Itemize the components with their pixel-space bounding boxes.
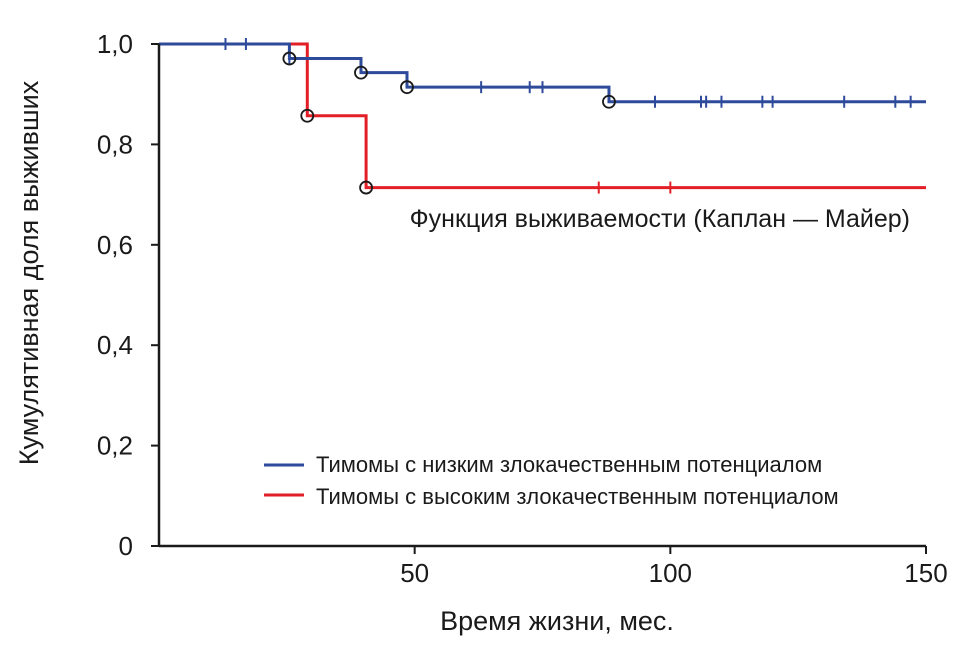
x-ticks: 50 100 150 — [400, 546, 948, 588]
event-marker-high — [359, 180, 373, 195]
event-marker-low — [354, 65, 368, 80]
legend-label-high: Тимомы с высоким злокачественным потенци… — [316, 484, 839, 509]
y-ticks: 0 0,2 0,4 0,6 0,8 1,0 — [97, 29, 159, 561]
legend-label-low: Тимомы с низким злокачественным потенциа… — [316, 452, 822, 477]
y-tick-label: 1,0 — [97, 29, 133, 59]
event-marker-low — [282, 51, 297, 66]
x-axis-title: Время жизни, мес. — [440, 606, 674, 636]
y-tick-label: 0,2 — [97, 431, 133, 461]
event-marker-low — [400, 80, 414, 95]
event-marker-high — [300, 108, 315, 123]
x-tick-label: 50 — [400, 558, 429, 588]
series-line-low — [159, 42, 926, 104]
y-tick-label: 0,6 — [97, 230, 133, 260]
event-marker-low — [602, 94, 616, 109]
y-tick-label: 0,4 — [97, 330, 133, 360]
y-tick-label: 0,8 — [97, 129, 133, 159]
series-line-high — [159, 42, 926, 190]
legend: Тимомы с низким злокачественным потенциа… — [264, 452, 839, 509]
plot-area — [159, 38, 926, 195]
chart-annotation: Функция выживаемости (Каплан — Майер) — [410, 205, 910, 233]
x-tick-label: 100 — [649, 558, 692, 588]
axes — [157, 44, 926, 548]
y-axis-title: Кумулятивная доля выживших — [14, 80, 44, 465]
x-tick-label: 150 — [904, 558, 947, 588]
y-tick-label: 0 — [119, 531, 133, 561]
